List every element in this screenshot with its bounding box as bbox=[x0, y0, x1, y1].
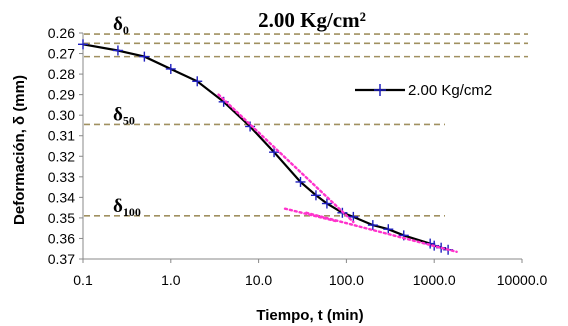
delta-annotation: δ100 bbox=[113, 196, 141, 219]
y-axis-title: Deformación, δ (mm) bbox=[11, 75, 28, 225]
x-tick-label: 100.0 bbox=[329, 272, 364, 288]
x-tick-label: 1.0 bbox=[161, 272, 181, 288]
reference-lines bbox=[84, 33, 528, 217]
x-tick-label: 0.1 bbox=[73, 272, 93, 288]
data-point-marker bbox=[165, 63, 176, 74]
data-point-marker bbox=[348, 211, 359, 222]
delta-annotation: δ50 bbox=[113, 104, 135, 127]
y-tick-label: 0.28 bbox=[48, 66, 75, 82]
delta-annotation: δ0 bbox=[113, 14, 129, 37]
legend: 2.00 Kg/cm2 bbox=[355, 82, 492, 99]
y-tick-label: 0.27 bbox=[48, 46, 75, 62]
x-tick-label: 1000.0 bbox=[413, 272, 456, 288]
axes bbox=[82, 33, 522, 260]
data-point-marker bbox=[310, 190, 321, 201]
y-tick-label: 0.35 bbox=[48, 210, 75, 226]
data-point-marker bbox=[269, 147, 280, 158]
legend-marker bbox=[374, 84, 386, 96]
data-point-marker bbox=[367, 220, 378, 231]
data-point-marker bbox=[139, 51, 150, 62]
y-tick-label: 0.31 bbox=[48, 128, 75, 144]
data-point-marker bbox=[192, 76, 203, 87]
y-tick-label: 0.26 bbox=[48, 25, 75, 41]
series-line bbox=[82, 43, 449, 251]
y-tick-label: 0.36 bbox=[48, 230, 75, 246]
x-tick-labels: 0.1 1.0 10.0 100.0 1000.0 10000.0 bbox=[73, 259, 548, 288]
y-tick-label: 0.37 bbox=[48, 251, 75, 267]
data-point-marker bbox=[295, 176, 306, 187]
chart-title: 2.00 Kg/cm² bbox=[258, 8, 366, 32]
legend-label: 2.00 Kg/cm2 bbox=[408, 82, 492, 99]
data-point-marker bbox=[78, 39, 88, 50]
y-tick-label: 0.32 bbox=[48, 148, 75, 164]
tangent-line bbox=[217, 93, 355, 224]
tangent-line bbox=[283, 207, 337, 223]
y-tick-label: 0.34 bbox=[48, 189, 75, 205]
tangent-lines bbox=[217, 93, 458, 254]
tangent-line bbox=[305, 211, 458, 254]
series-layer bbox=[78, 39, 454, 255]
x-tick-label: 10000.0 bbox=[497, 272, 548, 288]
y-tick-label: 0.29 bbox=[48, 87, 75, 103]
y-tick-label: 0.30 bbox=[48, 107, 75, 123]
data-point-marker bbox=[112, 45, 123, 56]
data-point-marker bbox=[321, 198, 332, 209]
delta-annotations: δ0 δ50 δ100 bbox=[113, 14, 141, 219]
x-tick-label: 10.0 bbox=[245, 272, 272, 288]
x-axis-title: Tiempo, t (min) bbox=[256, 307, 363, 324]
y-tick-label: 0.33 bbox=[48, 169, 75, 185]
data-point-marker bbox=[383, 224, 394, 235]
y-tick-labels: 0.26 0.27 0.28 0.29 0.30 0.31 0.32 0.33 0.34 0.35… bbox=[48, 25, 83, 267]
